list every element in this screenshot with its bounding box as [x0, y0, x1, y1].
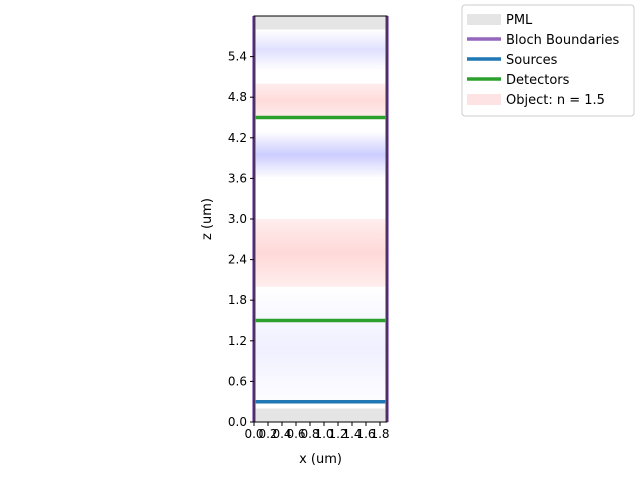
y-tick-label: 5.4	[228, 50, 247, 64]
pml-region	[254, 16, 387, 30]
plot-area	[254, 16, 387, 422]
legend: PML Bloch Boundaries Sources Detectors Objec…	[462, 5, 634, 116]
legend-label: PML	[506, 13, 533, 28]
x-axis-label: x (um)	[299, 452, 342, 467]
y-tick-label: 0.6	[228, 374, 247, 388]
legend-label: Sources	[506, 53, 558, 68]
y-tick-label: 0.0	[228, 415, 247, 429]
field-band	[254, 131, 387, 178]
y-tick-label: 3.6	[228, 171, 247, 185]
y-axis-label: z (um)	[200, 198, 215, 240]
legend-swatch	[467, 14, 501, 25]
legend-label: Detectors	[506, 73, 570, 88]
y-tick-label: 1.8	[228, 293, 247, 307]
x-tick-label: 1.8	[370, 427, 389, 441]
legend-label: Bloch Boundaries	[506, 33, 620, 48]
legend-swatch	[467, 94, 501, 105]
field-band	[254, 30, 387, 71]
y-tick-label: 4.8	[228, 90, 247, 104]
object-region	[254, 84, 387, 118]
object-region	[254, 219, 387, 287]
y-tick-label: 1.2	[228, 334, 247, 348]
pml-region	[254, 408, 387, 422]
y-tick-label: 3.0	[228, 212, 247, 226]
y-tick-label: 2.4	[228, 253, 247, 267]
y-tick-label: 4.2	[228, 131, 247, 145]
legend-label: Object: n = 1.5	[506, 93, 605, 108]
field-band	[254, 287, 387, 409]
